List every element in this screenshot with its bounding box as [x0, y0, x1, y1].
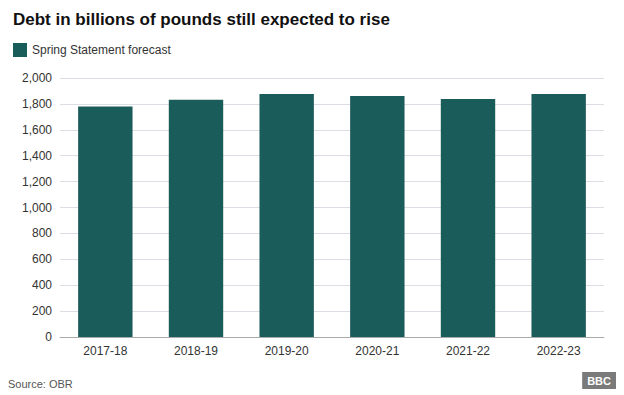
- svg-text:Spring Statement forecast: Spring Statement forecast: [32, 43, 171, 57]
- svg-text:2020-21: 2020-21: [355, 344, 399, 358]
- svg-text:400: 400: [32, 278, 52, 292]
- svg-text:2019-20: 2019-20: [265, 344, 309, 358]
- svg-text:2021-22: 2021-22: [446, 344, 490, 358]
- svg-text:1,600: 1,600: [22, 123, 52, 137]
- svg-text:2,000: 2,000: [22, 71, 52, 85]
- svg-text:2022-23: 2022-23: [537, 344, 581, 358]
- svg-text:2018-19: 2018-19: [174, 344, 218, 358]
- svg-text:0: 0: [45, 330, 52, 344]
- svg-text:1,800: 1,800: [22, 97, 52, 111]
- svg-text:BBC: BBC: [587, 375, 611, 387]
- svg-text:1,000: 1,000: [22, 201, 52, 215]
- svg-text:Debt in billions of pounds sti: Debt in billions of pounds still expecte…: [13, 10, 390, 29]
- svg-text:600: 600: [32, 252, 52, 266]
- svg-text:200: 200: [32, 304, 52, 318]
- svg-text:1,200: 1,200: [22, 175, 52, 189]
- svg-text:2017-18: 2017-18: [83, 344, 127, 358]
- svg-text:1,400: 1,400: [22, 149, 52, 163]
- svg-text:Source: OBR: Source: OBR: [8, 378, 73, 390]
- svg-text:800: 800: [32, 226, 52, 240]
